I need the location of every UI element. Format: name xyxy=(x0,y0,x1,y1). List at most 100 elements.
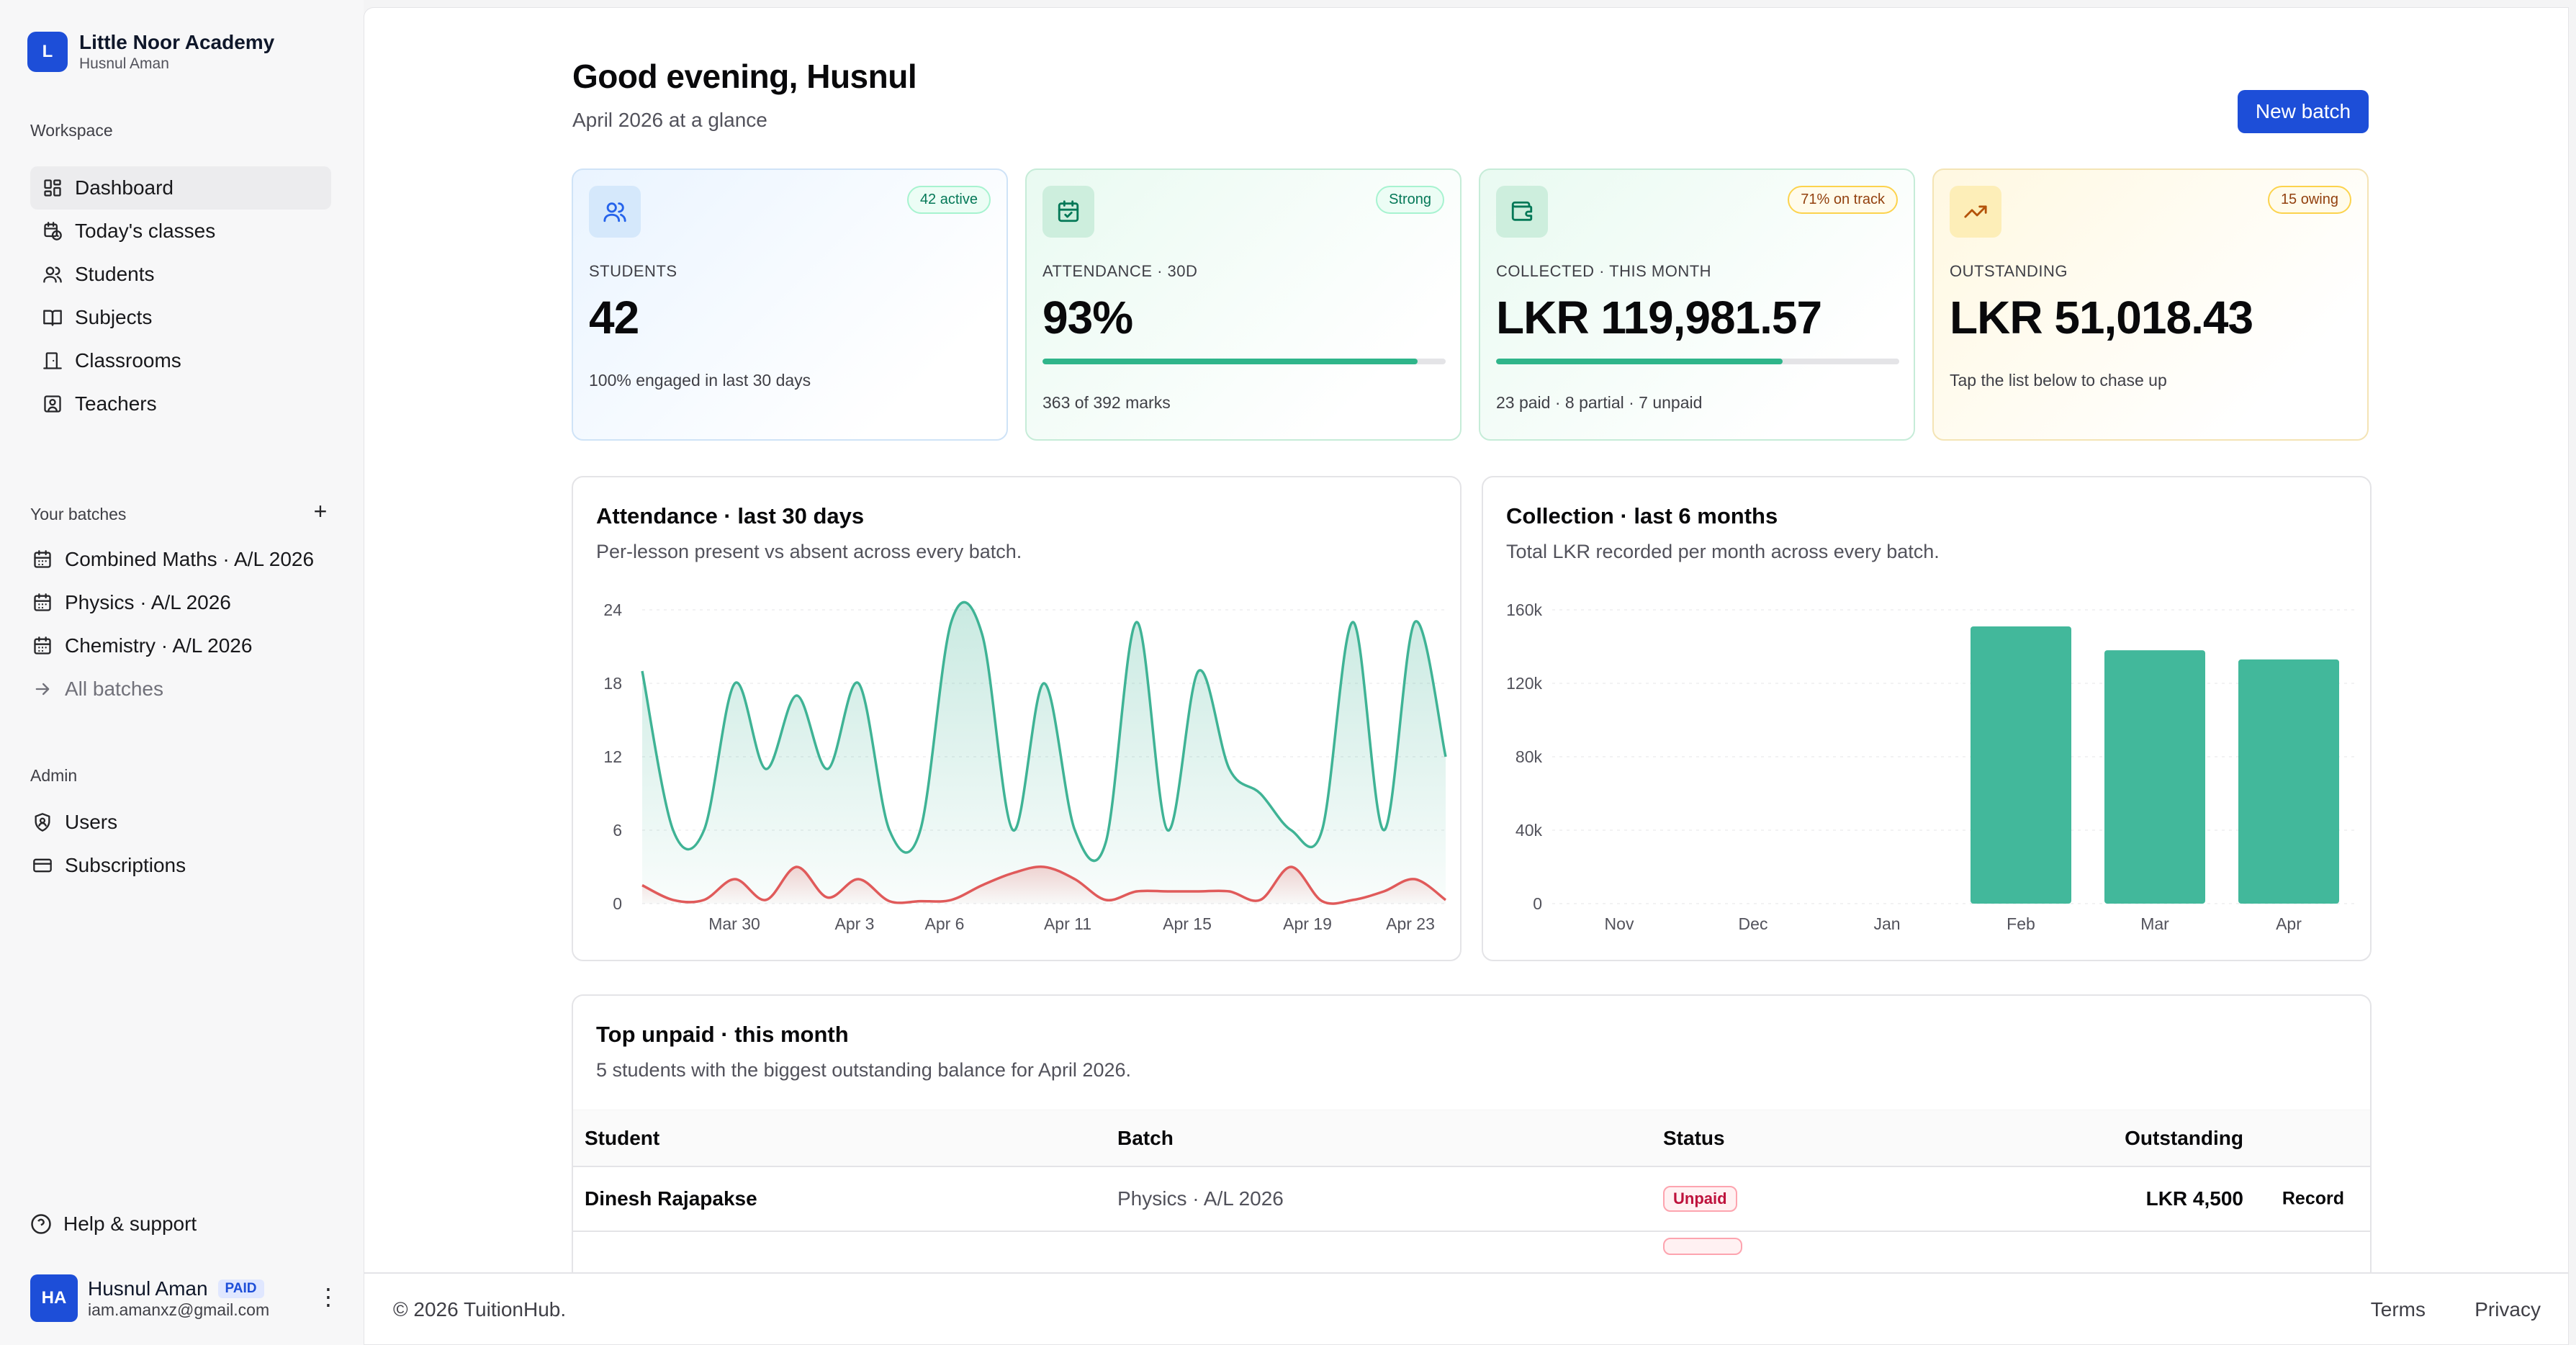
series-area xyxy=(642,866,1446,904)
sidebar-item-label: All batches xyxy=(65,678,163,700)
sidebar-item-dashboard[interactable]: Dashboard xyxy=(30,166,331,210)
x-tick-label: Apr 6 xyxy=(925,914,965,933)
stat-note: 100% engaged in last 30 days xyxy=(589,371,811,390)
calendar-icon xyxy=(32,635,53,657)
x-tick-label: Apr xyxy=(2276,914,2302,933)
y-tick-label: 0 xyxy=(613,894,622,913)
user-profile[interactable]: HA Husnul Aman PAID iam.amanxz@gmail.com… xyxy=(30,1273,340,1323)
sidebar-item-students[interactable]: Students xyxy=(30,253,331,296)
x-tick-label: Dec xyxy=(1739,914,1768,933)
stat-label: ATTENDANCE · 30D xyxy=(1042,262,1198,280)
y-tick-label: 12 xyxy=(603,747,622,766)
x-tick-label: Apr 15 xyxy=(1163,914,1212,933)
terms-link[interactable]: Terms xyxy=(2370,1298,2426,1321)
stat-note: 363 of 392 marks xyxy=(1042,393,1171,412)
y-tick-label: 40k xyxy=(1516,821,1543,840)
progress-fill xyxy=(1042,359,1418,364)
panel-title: Collection · last 6 months xyxy=(1506,503,1778,528)
student-name: Dinesh Rajapakse xyxy=(585,1187,757,1210)
progress-fill xyxy=(1496,359,1783,364)
new-batch-button[interactable]: New batch xyxy=(2238,90,2369,133)
sidebar-item-label: Teachers xyxy=(75,392,157,415)
profile-email: iam.amanxz@gmail.com xyxy=(88,1300,270,1319)
help-support-link[interactable]: Help & support xyxy=(30,1213,197,1236)
sidebar: L Little Noor Academy Husnul Aman Worksp… xyxy=(0,0,364,1345)
door-icon xyxy=(42,350,63,372)
stat-note: Tap the list below to chase up xyxy=(1950,371,2167,390)
org-header[interactable]: L Little Noor Academy Husnul Aman xyxy=(27,30,274,73)
stat-label: OUTSTANDING xyxy=(1950,262,2068,280)
add-batch-button[interactable]: + xyxy=(313,498,328,524)
status-badge: 71% on track xyxy=(1788,186,1898,214)
x-tick-label: Apr 19 xyxy=(1283,914,1332,933)
book-icon xyxy=(42,307,63,328)
x-tick-label: Feb xyxy=(2007,914,2035,933)
shield-icon xyxy=(32,811,53,833)
sidebar-item-label: Subscriptions xyxy=(65,854,186,876)
attendance-chart-panel: Attendance · last 30 days Per-lesson pre… xyxy=(572,476,1462,961)
stat-card-attendance[interactable]: Strong ATTENDANCE · 30D 93% 363 of 392 m… xyxy=(1025,168,1462,441)
users-icon xyxy=(42,264,63,285)
x-tick-label: Apr 3 xyxy=(835,914,875,933)
org-user: Husnul Aman xyxy=(79,55,169,72)
collection-chart-panel: Collection · last 6 months Total LKR rec… xyxy=(1482,476,2372,961)
sidebar-item-all-batches[interactable]: All batches xyxy=(30,667,331,711)
column-header-outstanding[interactable]: Outstanding xyxy=(2125,1126,2243,1149)
y-tick-label: 18 xyxy=(603,674,622,693)
stat-label: COLLECTED · THIS MONTH xyxy=(1496,262,1712,280)
users-icon xyxy=(589,186,641,238)
sidebar-item-label: Chemistry · A/L 2026 xyxy=(65,634,253,657)
admin-section-title: Admin xyxy=(30,766,78,785)
table-row[interactable]: Dinesh Rajapakse Physics · A/L 2026 Unpa… xyxy=(573,1167,2370,1232)
sidebar-item-subjects[interactable]: Subjects xyxy=(30,296,331,339)
sidebar-item-classrooms[interactable]: Classrooms xyxy=(30,339,331,382)
sidebar-item-subscriptions[interactable]: Subscriptions xyxy=(30,844,331,887)
sidebar-item-teachers[interactable]: Teachers xyxy=(30,382,331,426)
workspace-nav: Dashboard Today's classes Students Subje… xyxy=(30,166,331,426)
series-line xyxy=(641,865,1447,905)
privacy-link[interactable]: Privacy xyxy=(2474,1298,2541,1321)
help-circle-icon xyxy=(31,1214,51,1234)
status-badge: Unpaid xyxy=(1663,1186,1737,1212)
y-tick-label: 80k xyxy=(1516,747,1543,766)
collection-chart: 0 40k 80k 120k 160k Nov Dec Jan Feb Mar Apr xyxy=(1506,600,2356,933)
stat-card-outstanding[interactable]: 15 owing OUTSTANDING LKR 51,018.43 Tap t… xyxy=(1932,168,2369,441)
x-tick-label: Nov xyxy=(1605,914,1634,933)
status-badge: 42 active xyxy=(906,186,991,214)
outstanding-amount: LKR 4,500 xyxy=(2145,1187,2243,1210)
column-header-batch[interactable]: Batch xyxy=(1117,1126,1174,1149)
sidebar-item-batch-combined-maths[interactable]: Combined Maths · A/L 2026 xyxy=(30,538,331,581)
more-vertical-icon[interactable]: ⋮ xyxy=(317,1284,340,1310)
collection-progress-bar xyxy=(1496,359,1899,364)
sidebar-item-label: Physics · A/L 2026 xyxy=(65,591,231,613)
attendance-chart: 0 6 12 18 24 Mar 30 Apr 3 Apr 6 Apr 11 Apr 15 Apr … xyxy=(603,600,1447,933)
arrow-right-icon xyxy=(32,678,53,700)
column-header-status[interactable]: Status xyxy=(1663,1126,1725,1149)
calendar-icon xyxy=(32,592,53,613)
stat-card-students[interactable]: 42 active STUDENTS 42 100% engaged in la… xyxy=(572,168,1008,441)
batch-name: Physics · A/L 2026 xyxy=(1117,1187,1284,1210)
sidebar-item-label: Today's classes xyxy=(75,220,216,242)
trending-up-icon xyxy=(1950,186,2001,238)
y-tick-label: 120k xyxy=(1506,674,1542,693)
calendar-check-icon xyxy=(1042,186,1094,238)
calendar-icon xyxy=(32,549,53,570)
record-payment-button[interactable]: Record xyxy=(2282,1188,2344,1209)
stat-value: LKR 51,018.43 xyxy=(1950,292,2253,343)
table-row[interactable] xyxy=(573,1232,2370,1275)
org-logo: L xyxy=(27,32,68,72)
stat-card-collected[interactable]: 71% on track COLLECTED · THIS MONTH LKR … xyxy=(1479,168,1915,441)
org-name: Little Noor Academy xyxy=(79,31,275,53)
page-subtitle: April 2026 at a glance xyxy=(572,109,767,131)
sidebar-item-users[interactable]: Users xyxy=(30,801,331,844)
sidebar-item-batch-chemistry[interactable]: Chemistry · A/L 2026 xyxy=(30,624,331,667)
sidebar-item-label: Students xyxy=(75,263,155,285)
status-badge: 15 owing xyxy=(2267,186,2351,214)
avatar: HA xyxy=(30,1274,78,1322)
sidebar-item-batch-physics[interactable]: Physics · A/L 2026 xyxy=(30,581,331,624)
sidebar-item-label: Classrooms xyxy=(75,349,181,372)
sidebar-item-label: Users xyxy=(65,811,118,833)
column-header-student[interactable]: Student xyxy=(585,1126,660,1149)
sidebar-item-todays-classes[interactable]: Today's classes xyxy=(30,210,331,253)
y-tick-label: 6 xyxy=(613,821,622,840)
